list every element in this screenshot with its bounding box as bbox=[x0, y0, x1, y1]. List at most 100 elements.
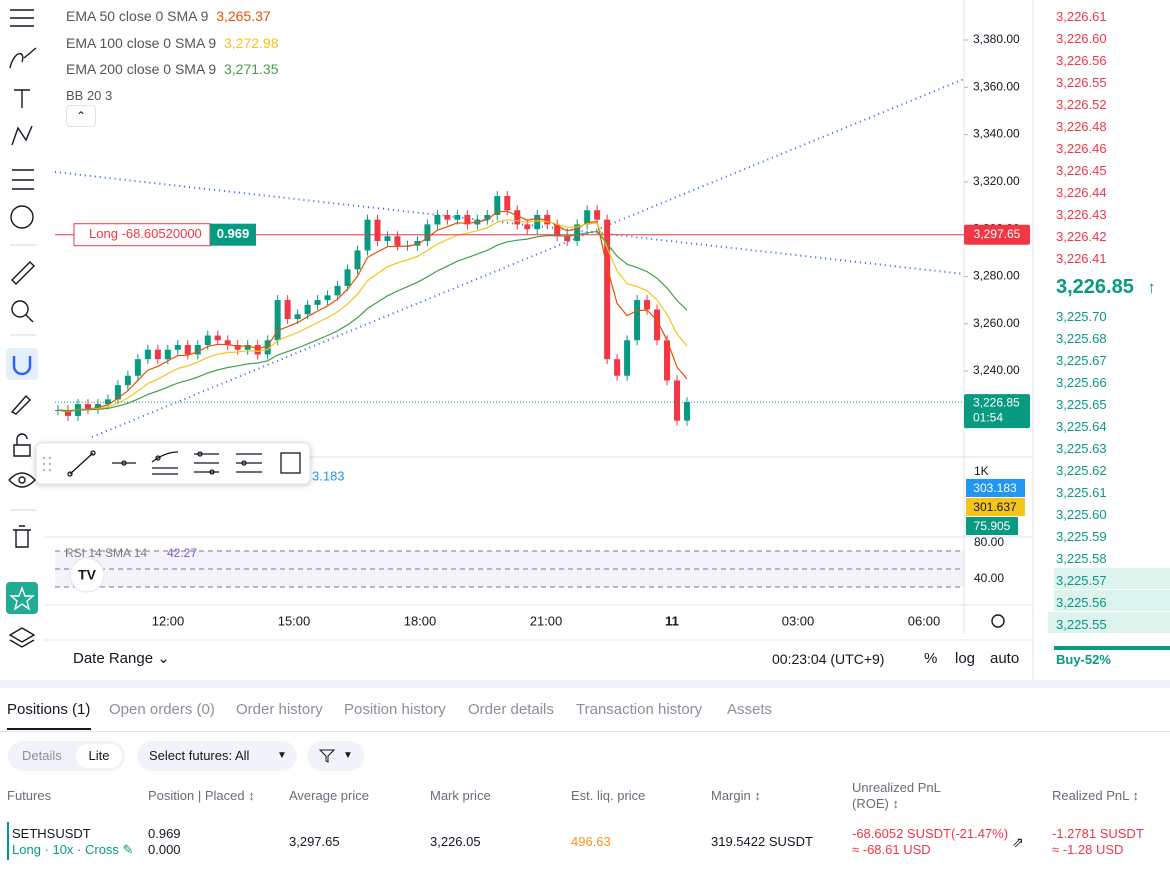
margin: 319.5422 SUSDT bbox=[711, 834, 813, 849]
log-toggle[interactable]: log bbox=[955, 650, 976, 667]
candle-body bbox=[534, 214, 541, 230]
indicator-row: EMA 100 close 0 SMA 9 3,272.98 bbox=[66, 30, 278, 57]
star-icon bbox=[9, 586, 35, 611]
tab[interactable]: Assets bbox=[727, 701, 773, 718]
view-toggle: Details Lite bbox=[8, 741, 125, 771]
divider bbox=[0, 680, 1170, 688]
volume-tag bbox=[966, 517, 1018, 535]
ask-price: 3,226.45 bbox=[1056, 163, 1107, 178]
filter-button[interactable]: ▼ bbox=[307, 741, 364, 771]
rsi-value: 42.27 bbox=[167, 546, 197, 560]
ask-price: 3,226.60 bbox=[1056, 31, 1107, 46]
indicator-label: EMA 200 close 0 SMA 9 bbox=[66, 61, 217, 77]
price-tick-label: 3,320.00 bbox=[973, 174, 1020, 188]
futures-select[interactable]: Select futures: All ▼ bbox=[137, 741, 297, 771]
percent-toggle[interactable]: % bbox=[924, 650, 938, 667]
candle-body bbox=[204, 335, 211, 345]
column-header: Position | Placed ↕ bbox=[148, 788, 255, 803]
favorite[interactable] bbox=[6, 582, 38, 614]
candle-body bbox=[634, 300, 641, 341]
plot-layer bbox=[55, 191, 690, 426]
candle-body bbox=[514, 210, 521, 225]
volume-tag-label: 303.183 bbox=[973, 481, 1017, 495]
candle-body bbox=[354, 250, 361, 270]
position-qty: 0.969 bbox=[217, 226, 250, 241]
candle-body bbox=[684, 402, 690, 421]
ask-price: 3,226.42 bbox=[1056, 229, 1107, 244]
candle-body bbox=[64, 410, 71, 416]
ask-price: 3,226.41 bbox=[1056, 251, 1107, 266]
tab[interactable]: Transaction history bbox=[576, 701, 703, 718]
tv-logo-text: TV bbox=[78, 567, 97, 583]
candle-body bbox=[644, 300, 651, 310]
ema-line bbox=[57, 230, 688, 412]
countdown: 01:54 bbox=[973, 410, 1003, 424]
candle-body bbox=[444, 214, 451, 220]
toggle-lite[interactable]: Lite bbox=[76, 744, 122, 768]
tab[interactable]: Open orders (0) bbox=[109, 701, 215, 718]
toggle-details[interactable]: Details bbox=[22, 748, 62, 763]
candle-body bbox=[624, 340, 631, 376]
candle-body bbox=[544, 214, 551, 225]
bid-price: 3,225.68 bbox=[1056, 331, 1107, 346]
bid-price: 3,225.55 bbox=[1056, 617, 1107, 632]
price-tick-label: 3,280.00 bbox=[973, 269, 1020, 283]
ask-price: 3,226.56 bbox=[1056, 53, 1107, 68]
ask-price: 3,226.46 bbox=[1056, 141, 1107, 156]
candle-body bbox=[344, 269, 351, 286]
tab[interactable]: Order history bbox=[236, 701, 323, 718]
tab[interactable]: Position history bbox=[344, 701, 446, 718]
indicator-row: EMA 50 close 0 SMA 9 3,265.37 bbox=[66, 3, 278, 30]
candle-body bbox=[84, 404, 91, 409]
bid-price: 3,225.62 bbox=[1056, 463, 1107, 478]
tab-underline bbox=[7, 728, 91, 730]
candle-body bbox=[154, 349, 161, 360]
position-label: Long -68.60520000 bbox=[89, 226, 202, 241]
tab[interactable]: Positions (1) bbox=[7, 701, 91, 718]
date-range[interactable]: Date Range ⌄ bbox=[73, 650, 170, 667]
ask-price: 3,226.55 bbox=[1056, 75, 1107, 90]
candle-body bbox=[264, 340, 271, 355]
indicator-value: 3,265.37 bbox=[216, 8, 271, 24]
column-header: Average price bbox=[289, 788, 369, 803]
candle-body bbox=[374, 219, 381, 241]
ema-line bbox=[57, 219, 688, 412]
settings-icon[interactable] bbox=[991, 614, 1005, 628]
position-mode: Long · 10x · Cross ✎ bbox=[12, 842, 134, 857]
candle-body bbox=[234, 344, 241, 350]
volume-tag bbox=[966, 498, 1025, 516]
ratio-bar bbox=[1054, 646, 1170, 650]
tv-logo bbox=[69, 557, 105, 593]
time-tick-label: 06:00 bbox=[908, 613, 941, 628]
candle-body bbox=[94, 404, 101, 409]
time-tick-label: 18:00 bbox=[404, 613, 437, 628]
chart: RSI 14 SMA 14 42.27 80.00 40.00 1K 303.1… bbox=[0, 0, 1036, 680]
share-icon[interactable]: ⇗ bbox=[1012, 834, 1024, 850]
order-book: 3,226.61 3,226.60 3,226.56 3,226.55 3,226.52… bbox=[1042, 0, 1170, 680]
auto-toggle[interactable]: auto bbox=[990, 650, 1020, 667]
candle-body bbox=[674, 380, 681, 421]
rpnl-usd: ≈ -1.28 USD bbox=[1052, 842, 1124, 857]
select-label: Select futures: All bbox=[149, 748, 250, 763]
indicator-label: EMA 50 close 0 SMA 9 bbox=[66, 8, 209, 24]
candle-body bbox=[184, 344, 191, 355]
candle-body bbox=[554, 224, 561, 237]
candle-body bbox=[194, 344, 201, 355]
column-header: Margin ↕ bbox=[711, 788, 761, 803]
bid-price: 3,225.57 bbox=[1056, 573, 1107, 588]
candle-body bbox=[384, 236, 391, 241]
chart-bg bbox=[0, 0, 1036, 680]
collapse-legend[interactable]: ⌃ bbox=[66, 105, 96, 127]
candle-body bbox=[494, 196, 501, 215]
rpnl: -1.2781 SUSDT bbox=[1052, 826, 1144, 841]
tab[interactable]: Order details bbox=[468, 701, 554, 718]
placed-size: 0.000 bbox=[148, 842, 181, 857]
ask-price: 3,226.61 bbox=[1056, 9, 1107, 24]
candle-body bbox=[654, 309, 661, 341]
last-price: 3,226.85 bbox=[1056, 276, 1134, 298]
price-tick-label: 3,240.00 bbox=[973, 363, 1020, 377]
liq-price: 496.63 bbox=[571, 834, 611, 849]
trend-line[interactable] bbox=[91, 78, 965, 438]
candle-body bbox=[164, 349, 171, 360]
time-tick-label: 15:00 bbox=[278, 613, 311, 628]
